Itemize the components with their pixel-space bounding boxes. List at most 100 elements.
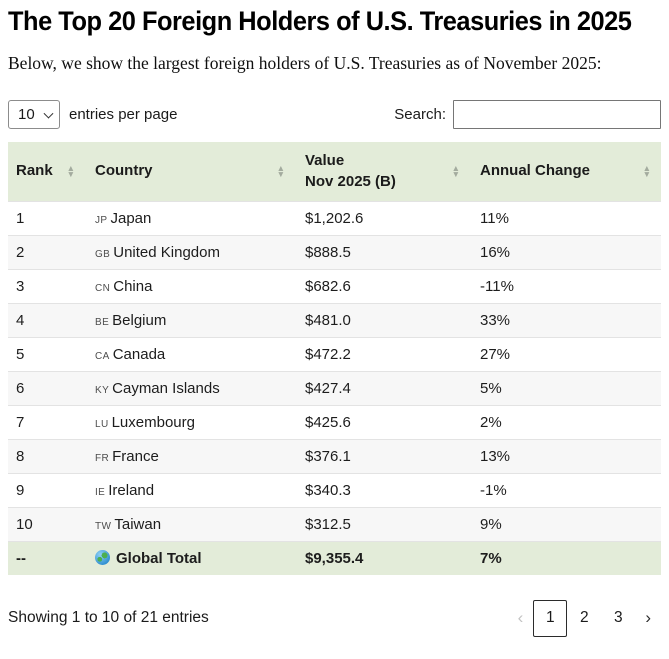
change-cell: 9% [470,506,661,542]
change-cell: 16% [470,234,661,270]
country-name: Luxembourg [111,413,195,431]
table-row: 9 IE Ireland $340.3 -1% [8,472,661,508]
country-name: Japan [110,209,152,227]
country-name: Belgium [112,311,167,329]
country-cell: IE Ireland [85,472,295,508]
country-name: Cayman Islands [112,379,220,397]
country-cell: BE Belgium [85,302,295,338]
sort-icon: ▲ ▼ [66,163,75,179]
entries-control: 10 entries per page [8,100,178,130]
holders-table: Rank ▲ ▼ Country ▲ ▼ [8,142,661,575]
globe-icon [95,549,110,565]
rank-cell: 5 [8,336,85,372]
sort-icon: ▲ ▼ [642,163,651,179]
table-row: 7 LU Luxembourg $425.6 2% [8,404,661,440]
pagination: ‹ 1 2 3 › [508,599,661,637]
header-country[interactable]: Country ▲ ▼ [85,142,295,202]
intro-text: Below, we show the largest foreign holde… [8,53,602,73]
rank-cell: 6 [8,370,85,406]
value-cell: $481.0 [295,302,470,338]
country-cell: KY Cayman Islands [85,370,295,406]
rank-cell: 10 [8,506,85,542]
change-cell: 2% [470,404,661,440]
page: The Top 20 Foreign Holders of U.S. Treas… [0,6,669,637]
sort-icon: ▲ ▼ [451,163,460,179]
country-cell: CN China [85,268,295,304]
value-cell: $427.4 [295,370,470,406]
rank-cell: 7 [8,404,85,440]
total-rank-cell: -- [8,540,85,575]
table-row: 4 BE Belgium $481.0 33% [8,302,661,338]
country-name: Ireland [108,481,155,499]
table-footer: Showing 1 to 10 of 21 entries ‹ 1 2 3 › [8,599,661,637]
country-name: Canada [112,345,166,363]
total-row: -- Global Total $9,355.4 7% [8,540,661,575]
change-cell: 27% [470,336,661,372]
page-button-1[interactable]: 1 [533,599,568,637]
country-code: LU [95,418,109,430]
table-row: 10 TW Taiwan $312.5 9% [8,506,661,542]
total-label: Global Total [116,549,202,567]
entries-select[interactable]: 10 [8,100,60,130]
change-cell: -1% [470,472,661,508]
search-control: Search: [394,100,661,130]
change-cell: 11% [470,200,661,236]
header-annual-change[interactable]: Annual Change ▲ ▼ [470,142,661,202]
table-info: Showing 1 to 10 of 21 entries [8,609,209,627]
change-cell: 5% [470,370,661,406]
value-cell: $888.5 [295,234,470,270]
value-cell: $1,202.6 [295,200,470,236]
country-code: JP [95,214,108,226]
country-cell: CA Canada [85,336,295,372]
country-name: France [112,447,159,465]
page-button-3[interactable]: 3 [614,609,623,627]
country-code: GB [95,248,111,260]
rank-cell: 8 [8,438,85,474]
country-code: IE [95,486,106,498]
entries-label: entries per page [69,106,178,124]
country-code: CA [95,350,110,362]
country-code: CN [95,282,111,294]
prev-page-button[interactable]: ‹ [517,608,524,628]
header-value[interactable]: Value Nov 2025 (B) ▲ ▼ [295,142,470,202]
total-value-cell: $9,355.4 [295,540,470,575]
rank-cell: 2 [8,234,85,270]
page-button-2[interactable]: 2 [580,609,589,627]
value-cell: $682.6 [295,268,470,304]
change-cell: 13% [470,438,661,474]
country-code: FR [95,452,110,464]
rank-cell: 4 [8,302,85,338]
rank-cell: 9 [8,472,85,508]
value-cell: $376.1 [295,438,470,474]
table-row: 2 GB United Kingdom $888.5 16% [8,234,661,270]
entries-select-wrap: 10 [8,100,60,130]
next-page-button[interactable]: › [645,608,651,628]
country-cell: JP Japan [85,200,295,236]
page-title: The Top 20 Foreign Holders of U.S. Treas… [8,6,632,36]
country-cell: LU Luxembourg [85,404,295,440]
total-change-cell: 7% [470,540,661,575]
value-cell: $312.5 [295,506,470,542]
rank-cell: 1 [8,200,85,236]
table-row: 5 CA Canada $472.2 27% [8,336,661,372]
country-code: TW [95,520,112,532]
country-cell: TW Taiwan [85,506,295,542]
table-row: 1 JP Japan $1,202.6 11% [8,200,661,236]
search-input[interactable] [453,100,661,130]
header-row: Rank ▲ ▼ Country ▲ ▼ [8,142,661,202]
header-rank[interactable]: Rank ▲ ▼ [8,142,85,202]
table-controls: 10 entries per page Search: [8,100,661,130]
country-code: BE [95,316,110,328]
value-cell: $472.2 [295,336,470,372]
table-body: 1 JP Japan $1,202.6 11% 2 GB United Kingdo… [8,200,661,542]
search-label: Search: [394,106,446,124]
table-row: 6 KY Cayman Islands $427.4 5% [8,370,661,406]
table-row: 3 CN China $682.6 -11% [8,268,661,304]
table-row: 8 FR France $376.1 13% [8,438,661,474]
country-name: United Kingdom [113,243,220,261]
sort-icon: ▲ ▼ [276,163,285,179]
change-cell: 33% [470,302,661,338]
change-cell: -11% [470,268,661,304]
country-name: Taiwan [114,515,162,533]
country-cell: GB United Kingdom [85,234,295,270]
